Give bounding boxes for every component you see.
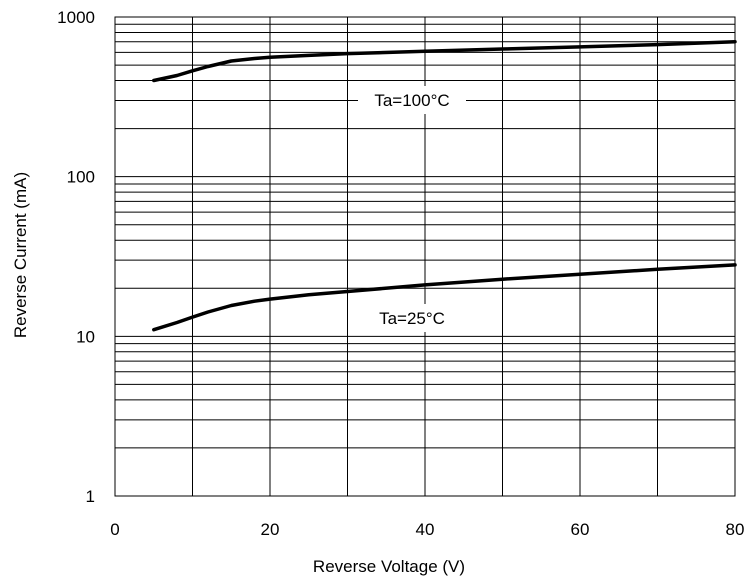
series-label-1: Ta=25°C — [379, 309, 445, 328]
y-tick-label: 1000 — [57, 8, 95, 27]
x-tick-label: 20 — [261, 520, 280, 539]
series-label-0: Ta=100°C — [374, 91, 449, 110]
series-lines — [152, 39, 737, 332]
x-tick-label: 40 — [416, 520, 435, 539]
series-line-1 — [152, 263, 737, 332]
series-label-bg-0 — [358, 86, 466, 114]
y-tick-label: 1 — [86, 487, 95, 506]
plot-area — [114, 16, 736, 497]
x-axis-ticks: 0 20 40 60 80 — [110, 520, 744, 539]
grid — [115, 17, 735, 497]
series-label-bg-1 — [363, 304, 461, 332]
y-tick-label: 100 — [67, 168, 95, 187]
series-labels: Ta=100°C Ta=25°C — [358, 86, 466, 332]
x-tick-label: 60 — [571, 520, 590, 539]
x-tick-label: 0 — [110, 520, 119, 539]
series-line-0 — [152, 39, 737, 83]
y-tick-label: 10 — [76, 327, 95, 346]
y-axis-title: Reverse Current (mA) — [11, 172, 30, 338]
x-axis-title: Reverse Voltage (V) — [313, 557, 465, 576]
y-axis-ticks: 1 10 100 1000 — [57, 8, 95, 506]
x-tick-label: 80 — [726, 520, 745, 539]
